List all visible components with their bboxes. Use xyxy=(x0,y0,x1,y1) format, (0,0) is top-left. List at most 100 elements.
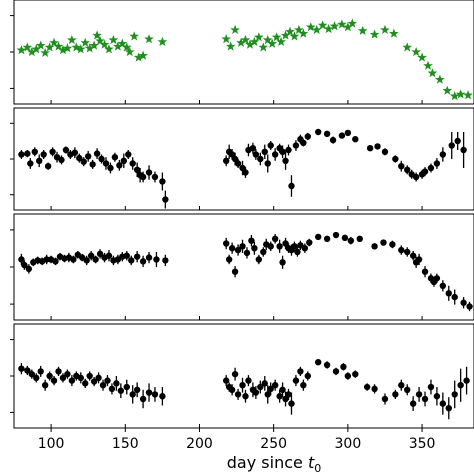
panel-4-point-56 xyxy=(332,368,340,375)
panel-3-point-61 xyxy=(371,243,378,250)
panel-1-point-28 xyxy=(138,50,148,60)
panel-1-point-29 xyxy=(144,34,154,44)
panel-1-point-21 xyxy=(108,34,119,45)
panel-4-point-19 xyxy=(104,377,111,384)
panel-4-point-51 xyxy=(297,368,304,375)
panel-4-point-15 xyxy=(86,372,93,380)
panel-3-point-50 xyxy=(291,243,298,250)
x-axis-label-sub: 0 xyxy=(314,462,321,474)
panel-2-point-17 xyxy=(93,150,101,157)
x-tick-label-2: 200 xyxy=(186,436,213,452)
panel-1-point-50 xyxy=(311,24,322,35)
panel-1 xyxy=(10,0,474,105)
panel-4-point-48 xyxy=(285,391,292,398)
panel-2-point-49 xyxy=(279,148,286,155)
x-tick-label-3: 250 xyxy=(260,436,287,452)
panel-1-point-32 xyxy=(225,41,236,51)
panel-4-point-70 xyxy=(433,393,441,400)
panel-2-point-43 xyxy=(257,155,264,163)
panel-2-point-58 xyxy=(323,130,331,137)
panel-1-point-7 xyxy=(49,37,59,47)
panel-2-point-55 xyxy=(300,139,307,146)
panel-3-point-20 xyxy=(105,252,113,259)
panel-4-point-45 xyxy=(276,393,283,400)
panel-4-point-27 xyxy=(145,389,153,396)
panel-4-point-14 xyxy=(82,380,89,387)
panel-3-point-43 xyxy=(267,243,274,250)
panel-2-point-0 xyxy=(18,151,25,158)
panel-1-point-19 xyxy=(99,39,110,49)
panel-4-point-36 xyxy=(242,393,249,400)
panel-3-point-77 xyxy=(466,303,473,310)
panel-1-point-23 xyxy=(117,38,128,48)
panel-2-point-42 xyxy=(252,151,260,158)
panel-2-point-36 xyxy=(231,155,239,163)
panel-2-point-56 xyxy=(304,133,312,140)
panel-4-point-0 xyxy=(18,365,25,372)
panel-2-point-65 xyxy=(381,148,389,155)
panel-1-point-30 xyxy=(157,36,168,46)
panel-4-point-18 xyxy=(99,382,107,389)
panel-4-point-47 xyxy=(282,395,289,403)
panel-4-point-9 xyxy=(59,374,67,382)
panel-3-frame xyxy=(13,213,474,321)
panel-3-point-30 xyxy=(162,257,169,264)
panel-4-point-49 xyxy=(288,400,295,407)
panel-2-point-77 xyxy=(454,137,461,145)
panel-4-point-5 xyxy=(41,382,49,389)
panel-4-point-66 xyxy=(409,400,417,407)
panel-1-point-66 xyxy=(435,74,445,84)
panel-4-point-43 xyxy=(267,385,274,393)
panel-2-point-76 xyxy=(448,142,455,149)
panel-4-point-50 xyxy=(292,377,300,384)
panel-1-point-52 xyxy=(323,23,334,34)
x-axis-label: day since t0 xyxy=(227,453,321,474)
panel-4-point-53 xyxy=(304,372,312,380)
panel-3-point-17 xyxy=(92,256,99,263)
panel-3-point-37 xyxy=(243,249,251,257)
panel-2-point-33 xyxy=(222,157,230,164)
panel-4-point-74 xyxy=(457,382,464,389)
panel-4-point-41 xyxy=(261,380,268,387)
panel-1-point-59 xyxy=(380,24,390,35)
panel-2-point-7 xyxy=(49,148,56,155)
panel-3-point-0 xyxy=(18,256,25,263)
panel-4-point-60 xyxy=(363,383,371,391)
panel-2-point-35 xyxy=(228,151,236,158)
panel-1-point-69 xyxy=(455,89,466,99)
panel-2-point-12 xyxy=(71,149,79,156)
panel-4-point-11 xyxy=(68,377,76,384)
panel-4-point-67 xyxy=(415,391,423,398)
x-axis-label-var: t xyxy=(308,453,315,472)
panel-2-point-39 xyxy=(242,169,249,176)
panel-2-point-44 xyxy=(261,148,268,155)
panel-3-point-31 xyxy=(222,240,230,247)
panel-2-point-64 xyxy=(374,143,381,150)
panel-4-point-57 xyxy=(340,363,347,370)
panel-4-point-61 xyxy=(371,385,378,393)
panel-2-point-52 xyxy=(288,182,295,190)
panel-3-point-6 xyxy=(43,256,50,263)
panel-3-point-45 xyxy=(276,243,283,250)
panel-3-point-53 xyxy=(301,245,309,252)
panel-3-point-64 xyxy=(398,246,405,254)
panel-2-point-37 xyxy=(234,160,242,167)
panel-1-point-37 xyxy=(249,36,260,46)
panel-2-point-22 xyxy=(116,162,123,169)
panel-3-point-73 xyxy=(439,282,447,289)
panel-1-point-68 xyxy=(449,91,460,101)
panel-4-point-71 xyxy=(439,400,447,407)
panel-3-point-16 xyxy=(87,252,95,259)
panel-4-point-42 xyxy=(264,391,271,398)
panel-1-point-57 xyxy=(357,25,368,35)
panel-1-point-62 xyxy=(411,46,421,57)
panel-4-point-69 xyxy=(427,383,435,391)
panel-1-point-5 xyxy=(40,47,50,58)
x-axis: 100 150 200 250 300 350 xyxy=(38,428,435,452)
panel-2-point-15 xyxy=(84,153,92,160)
panel-4-point-16 xyxy=(90,378,98,385)
panel-2-point-78 xyxy=(460,146,467,154)
panel-4-point-37 xyxy=(245,377,252,384)
panel-1-point-4 xyxy=(35,40,46,50)
